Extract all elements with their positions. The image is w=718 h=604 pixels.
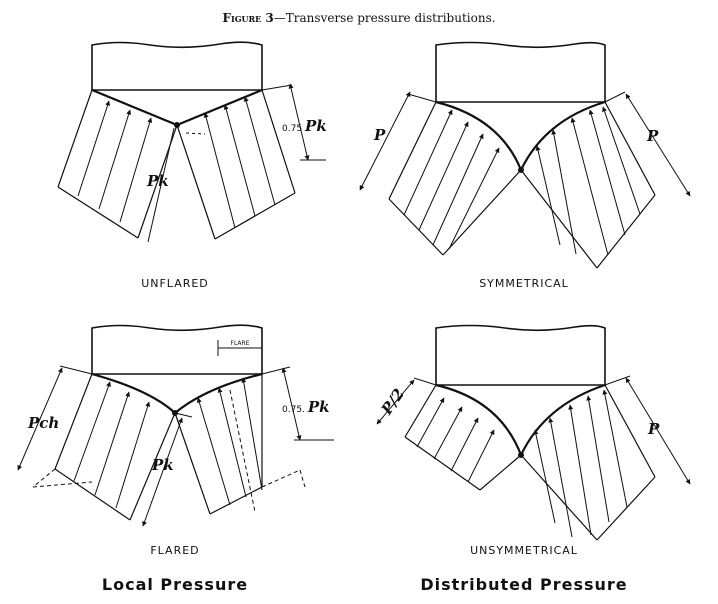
dimension-lines (359, 91, 691, 197)
flare-label: FLARE (231, 340, 250, 347)
figure-caption: Figure 3—Transverse pressure distributio… (222, 11, 495, 25)
dimension-lines (17, 340, 334, 527)
panel-title-flared: FLARED (150, 544, 199, 557)
pressure-arrows (73, 377, 263, 509)
p-right-label: P (646, 127, 659, 145)
pressure-outline (404, 384, 656, 541)
pressure-outline (57, 89, 296, 240)
pressure-arrows (416, 389, 628, 538)
pch-label: Pch (27, 414, 59, 432)
p-half-label: P/2 (377, 385, 408, 418)
footer-local-pressure: Local Pressure (102, 575, 248, 594)
keel-block (91, 324, 263, 375)
hull-bottom (435, 383, 606, 456)
apex-point (518, 452, 524, 458)
hull-bottom (91, 88, 263, 127)
keel-block (435, 324, 606, 386)
panel-title-unflared: UNFLARED (141, 277, 209, 290)
pk-label: Pk (151, 456, 174, 474)
apex-point (174, 122, 180, 128)
panel-title-symmetrical: SYMMETRICAL (479, 277, 569, 290)
flare-dashes (32, 389, 306, 513)
p-left-label: P (373, 126, 386, 144)
dimension-lines (376, 375, 691, 485)
pressure-outline (388, 101, 656, 269)
panel-flared: Pch Pk 0.75. Pk FLARE FLARED (17, 324, 334, 557)
keel-block (91, 41, 263, 91)
panel-unflared: Pk 0.75 Pk UNFLARED (57, 41, 327, 290)
panel-title-unsymmetrical: UNSYMMETRICAL (470, 544, 578, 557)
panel-symmetrical: P P SYMMETRICAL (359, 41, 691, 290)
hull-bottom (435, 100, 606, 171)
factor-label: 0.75. Pk (282, 398, 330, 416)
pressure-arrows (77, 96, 276, 229)
panel-unsymmetrical: P/2 P UNSYMMETRICAL (376, 324, 691, 557)
pk-label: Pk (146, 172, 169, 190)
apex-point (172, 410, 178, 416)
factor-label: 0.75 Pk (282, 117, 327, 135)
pressure-arrows (403, 106, 641, 256)
dimension-lines (147, 83, 326, 243)
footer-distributed-pressure: Distributed Pressure (420, 575, 627, 594)
p-right-label: P (647, 420, 660, 438)
hull-bottom (91, 372, 263, 414)
apex-point (518, 167, 524, 173)
keel-block (435, 41, 606, 103)
